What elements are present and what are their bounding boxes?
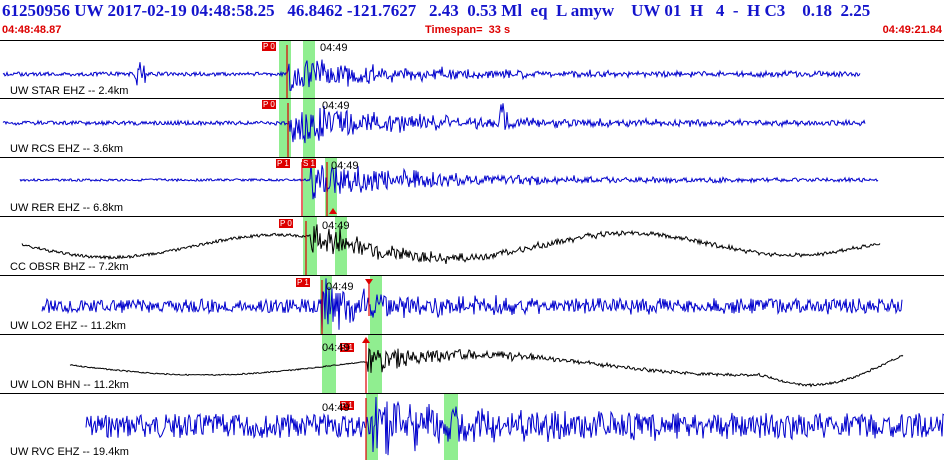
waveform-trace bbox=[2, 59, 861, 91]
waveform-plot bbox=[69, 335, 904, 393]
waveform-trace bbox=[69, 347, 904, 388]
waveform-plot bbox=[41, 276, 903, 334]
pick-tag[interactable]: P 0 bbox=[262, 100, 276, 109]
waveform-plot bbox=[85, 394, 944, 460]
station-label: UW LO2 EHZ -- 11.2km bbox=[10, 320, 126, 332]
waveform-panel-rvc[interactable]: P 1 04:49 UW RVC EHZ -- 19.4km bbox=[0, 393, 944, 460]
event-header: 61250956 UW 2017-02-19 04:48:58.25 46.84… bbox=[0, 0, 944, 40]
time-tick-label: 04:49 bbox=[322, 100, 350, 112]
station-label: UW RCS EHZ -- 3.6km bbox=[10, 143, 124, 155]
time-tick-label: 04:49 bbox=[331, 160, 359, 172]
event-summary-line: 61250956 UW 2017-02-19 04:48:58.25 46.84… bbox=[2, 1, 871, 20]
pick-arrow bbox=[329, 208, 337, 214]
waveform-trace bbox=[2, 103, 866, 144]
window-end-time: 04:49:21.84 bbox=[882, 24, 942, 36]
window-start-time: 04:48:48.87 bbox=[2, 24, 62, 36]
time-tick-label: 04:49 bbox=[322, 402, 350, 414]
pick-window bbox=[325, 158, 337, 216]
waveform-panel-rer[interactable]: P 1 S 1 04:49 UW RER EHZ -- 6.8km bbox=[0, 157, 944, 216]
waveform-trace bbox=[21, 224, 881, 265]
waveform-plot bbox=[2, 99, 866, 157]
station-label: UW RVC EHZ -- 19.4km bbox=[10, 446, 129, 458]
pick-window bbox=[303, 99, 315, 157]
waveform-plot bbox=[2, 41, 861, 99]
waveform-panel-lo2[interactable]: P 1 04:49 UW LO2 EHZ -- 11.2km bbox=[0, 275, 944, 334]
pick-tag[interactable]: P 1 bbox=[340, 401, 354, 410]
pick-window bbox=[303, 41, 315, 99]
time-tick-label: 04:49 bbox=[326, 281, 354, 293]
waveform-panel-star[interactable]: P 0 04:49 UW STAR EHZ -- 2.4km bbox=[0, 40, 944, 99]
station-label: UW STAR EHZ -- 2.4km bbox=[10, 85, 129, 97]
pick-tag[interactable]: S 1 bbox=[302, 159, 317, 168]
waveform-trace bbox=[41, 278, 903, 332]
pick-window bbox=[322, 335, 336, 393]
pick-window bbox=[279, 41, 291, 99]
waveform-plot bbox=[19, 158, 879, 216]
time-tick-label: 04:49 bbox=[322, 342, 350, 354]
timespan-label: Timespan= 33 s bbox=[425, 24, 511, 36]
pick-window bbox=[303, 217, 317, 275]
pick-tag[interactable]: P 0 bbox=[279, 219, 293, 228]
station-label: UW RER EHZ -- 6.8km bbox=[10, 202, 124, 214]
waveform-trace bbox=[19, 163, 879, 200]
time-tick-label: 04:49 bbox=[322, 220, 350, 232]
pick-tag[interactable]: S 1 bbox=[340, 343, 355, 352]
waveform-trace bbox=[85, 396, 944, 456]
pick-arrow bbox=[362, 337, 370, 343]
time-tick-label: 04:49 bbox=[320, 42, 348, 54]
station-label: UW LON BHN -- 11.2km bbox=[10, 379, 129, 391]
waveform-panel-lon[interactable]: S 1 04:49 UW LON BHN -- 11.2km bbox=[0, 334, 944, 393]
pick-tag[interactable]: P 1 bbox=[276, 159, 290, 168]
waveform-panels[interactable]: P 0 04:49 UW STAR EHZ -- 2.4km P 0 04:49… bbox=[0, 40, 944, 460]
pick-tag[interactable]: P 0 bbox=[262, 42, 276, 51]
waveform-plot bbox=[21, 217, 881, 275]
pick-tag[interactable]: P 1 bbox=[296, 278, 310, 287]
waveform-panel-obsr[interactable]: P 0 04:49 CC OBSR BHZ -- 7.2km bbox=[0, 216, 944, 275]
waveform-panel-rcs[interactable]: P 0 04:49 UW RCS EHZ -- 3.6km bbox=[0, 98, 944, 157]
pick-window bbox=[368, 335, 382, 393]
station-label: CC OBSR BHZ -- 7.2km bbox=[10, 261, 129, 273]
pick-arrow bbox=[365, 279, 373, 285]
